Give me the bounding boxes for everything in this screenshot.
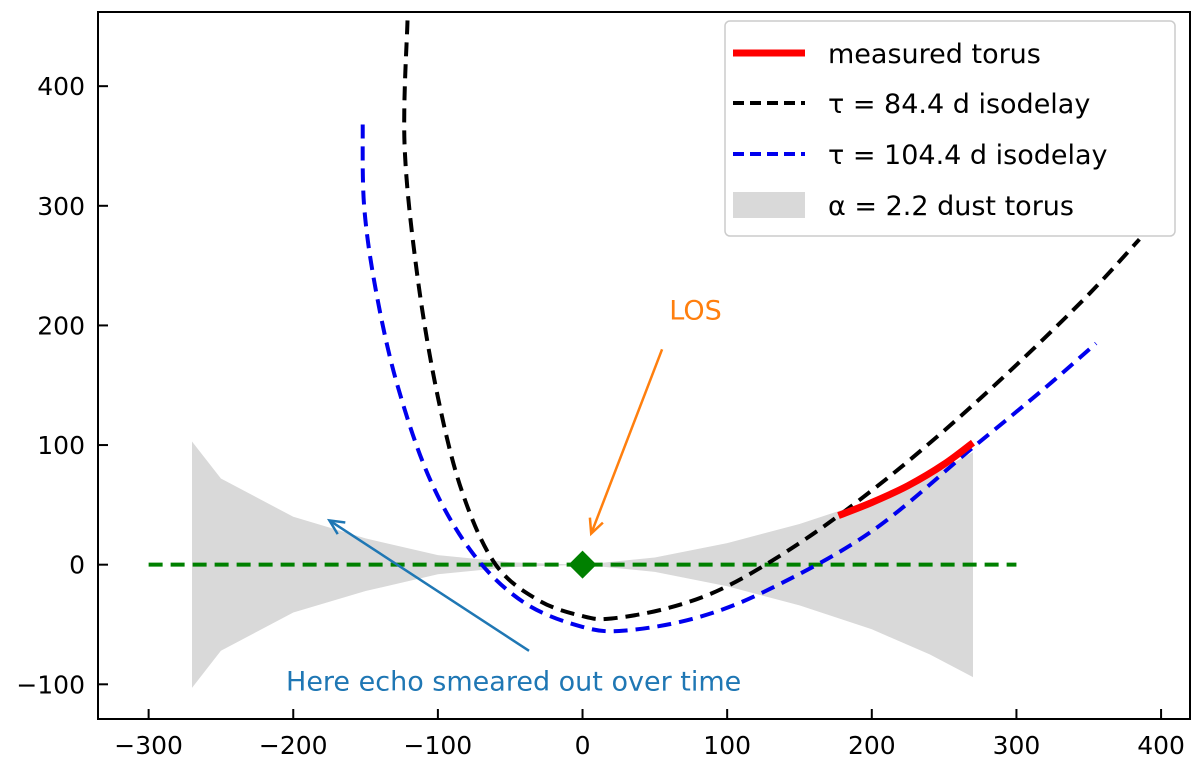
x-tick-label: −100 bbox=[404, 731, 473, 759]
annotation-arrowhead-echo-smeared bbox=[326, 518, 346, 535]
axes-frame bbox=[97, 11, 1191, 720]
legend-frame bbox=[724, 20, 1176, 237]
y-tick-label: −100 bbox=[16, 670, 85, 699]
annotation-arrow-echo-smeared bbox=[328, 519, 530, 652]
isodelay-104-line bbox=[360, 124, 1098, 634]
y-tick-label: 100 bbox=[37, 431, 85, 460]
x-tick-label: 200 bbox=[848, 731, 896, 759]
x-tick-label: 300 bbox=[993, 731, 1041, 759]
legend-swatch-dust-torus bbox=[733, 192, 805, 218]
axis-ticks: −300 −200 −100 0 100 200 300 400 −100 0 100 200 300 4… bbox=[16, 72, 1185, 759]
annotation-arrow-los bbox=[590, 348, 664, 535]
x-tick-label: −200 bbox=[259, 731, 328, 759]
x-tick-label: 0 bbox=[575, 731, 591, 759]
isodelay-84-line bbox=[402, 20, 1141, 622]
x-tick-label: −300 bbox=[114, 731, 183, 759]
legend: measured torus τ = 84.4 d isodelay τ = 1… bbox=[724, 20, 1176, 237]
y-tick-label: 200 bbox=[37, 311, 85, 340]
source-marker bbox=[568, 550, 597, 579]
annotations: LOS Here echo smeared out over time bbox=[286, 295, 741, 697]
annotation-text-los: LOS bbox=[669, 295, 721, 326]
legend-label-isodelay-84: τ = 84.4 d isodelay bbox=[828, 89, 1090, 120]
y-tick-label: 400 bbox=[37, 72, 85, 101]
y-tick-label: 300 bbox=[37, 192, 85, 221]
legend-label-dust-torus: α = 2.2 dust torus bbox=[828, 191, 1074, 222]
annotation-text-echo-smeared: Here echo smeared out over time bbox=[286, 666, 741, 697]
annotation-arrowhead-los bbox=[588, 517, 604, 537]
x-tick-label: 100 bbox=[703, 731, 751, 759]
x-tick-label: 400 bbox=[1137, 731, 1185, 759]
measured-torus-line bbox=[837, 439, 976, 519]
plot-area bbox=[148, 20, 1141, 688]
legend-label-measured-torus: measured torus bbox=[828, 39, 1041, 70]
y-tick-label: 0 bbox=[69, 551, 85, 580]
legend-label-isodelay-104: τ = 104.4 d isodelay bbox=[828, 140, 1108, 171]
